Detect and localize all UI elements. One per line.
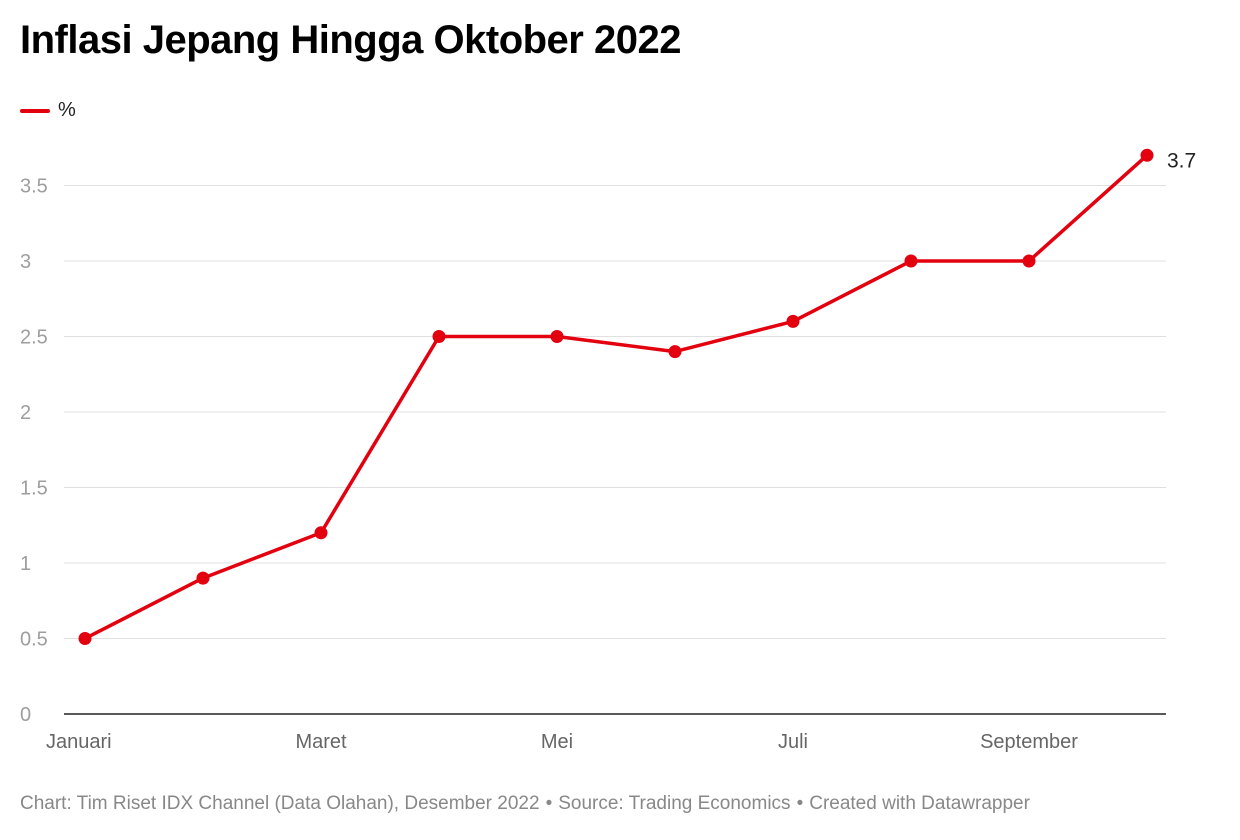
x-tick-label: Mei: [541, 731, 573, 753]
x-tick-label: Maret: [295, 731, 347, 753]
y-axis-ticks: 0 0.5 1 1.5 2 2.5 3 3.5: [20, 176, 48, 727]
footer-separator: •: [796, 793, 804, 814]
legend-label: %: [58, 99, 76, 121]
y-tick-label: 3: [20, 251, 31, 273]
gridlines: [64, 185, 1166, 715]
x-axis-ticks: Januari Maret Mei Juli September: [46, 731, 1078, 753]
footer-separator: •: [545, 793, 553, 814]
data-point: [904, 254, 918, 268]
y-tick-label: 1: [20, 553, 31, 575]
footer-created: Created with Datawrapper: [809, 793, 1030, 814]
line-chart: 0 0.5 1 1.5 2 2.5 3 3.5 Januari Maret Mei Juli Sept…: [20, 148, 1196, 753]
data-point: [668, 345, 682, 359]
y-tick-label: 2: [20, 402, 31, 424]
y-tick-label: 2.5: [20, 327, 48, 349]
data-point: [314, 526, 328, 540]
y-tick-label: 0: [20, 704, 31, 726]
y-tick-label: 0.5: [20, 629, 48, 651]
y-tick-label: 1.5: [20, 478, 48, 500]
x-tick-label: September: [980, 731, 1078, 753]
x-tick-label: Januari: [46, 731, 112, 753]
chart-footer: Chart: Tim Riset IDX Channel (Data Olaha…: [20, 793, 1030, 815]
data-point: [786, 314, 800, 328]
data-point: [78, 632, 92, 645]
data-point: [196, 571, 210, 585]
x-tick-label: Juli: [778, 731, 808, 753]
data-point: [550, 330, 564, 343]
footer-credit: Chart: Tim Riset IDX Channel (Data Olaha…: [20, 793, 540, 814]
end-value-label: 3.7: [1167, 149, 1196, 172]
legend: %: [20, 99, 76, 122]
series-line: [83, 153, 1149, 641]
chart-title: Inflasi Jepang Hingga Oktober 2022: [20, 18, 681, 62]
data-point: [1140, 148, 1154, 162]
footer-source: Source: Trading Economics: [558, 793, 791, 814]
series-layer: 3.7: [78, 148, 1196, 645]
y-tick-label: 3.5: [20, 176, 48, 198]
legend-swatch: [20, 108, 50, 113]
data-point: [432, 330, 446, 343]
data-point: [1022, 254, 1036, 268]
